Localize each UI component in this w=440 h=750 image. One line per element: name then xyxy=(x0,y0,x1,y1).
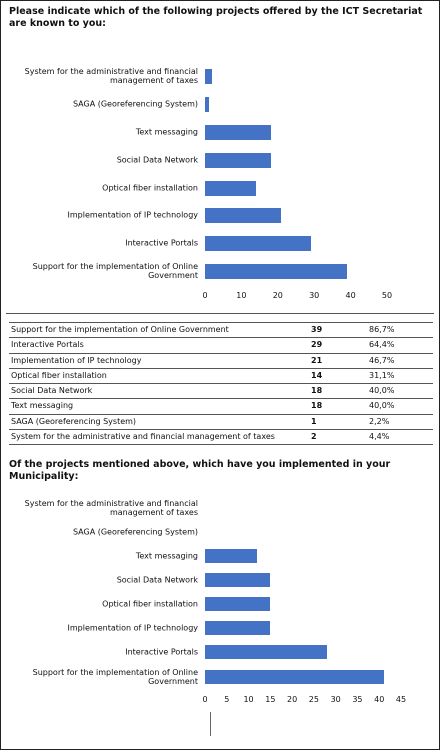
x-tick-label: 20 xyxy=(287,695,298,704)
chart-title: Of the projects mentioned above, which h… xyxy=(9,459,391,482)
bar xyxy=(205,549,258,563)
bar xyxy=(205,573,271,587)
table-row: Support for the implementation of Online… xyxy=(9,323,433,339)
table-cell: 31,1% xyxy=(369,370,395,380)
table-cell: Implementation of IP technology xyxy=(11,355,142,365)
bar xyxy=(205,152,271,168)
x-tick-label: 35 xyxy=(352,695,363,704)
y-tick-label: Implementation of IP technology xyxy=(67,210,198,220)
x-tick-label: 40 xyxy=(345,291,356,300)
x-tick-label: 30 xyxy=(309,291,320,300)
bar xyxy=(205,645,327,659)
table-cell: 39 xyxy=(311,325,323,334)
y-tick-label: Interactive Portals xyxy=(125,647,198,657)
x-tick-label: 30 xyxy=(330,695,341,704)
bar xyxy=(205,207,282,223)
bar xyxy=(205,597,271,611)
table-row: System for the administrative and financ… xyxy=(9,430,433,446)
y-tick-label: Text messaging xyxy=(135,551,198,561)
table-cell: 40,0% xyxy=(369,386,395,396)
x-tick-label: 10 xyxy=(236,291,247,300)
x-tick-label: 5 xyxy=(224,695,230,704)
table-row: Text messaging 18 40,0% xyxy=(9,399,433,415)
bar xyxy=(205,263,347,279)
y-tick-label: Social Data Network xyxy=(116,155,198,165)
table-cell: 21 xyxy=(311,355,323,365)
y-tick-label: SAGA (Georeferencing System) xyxy=(72,527,198,537)
chart-title: Please indicate which of the following p… xyxy=(9,6,423,29)
y-tick-label: Optical fiber installation xyxy=(102,183,198,193)
y-tick-label: Support for the implementation of Online… xyxy=(32,262,198,280)
table-row: Social Data Network 18 40,0% xyxy=(9,384,433,400)
x-tick-label: 20 xyxy=(272,291,283,300)
table-cell: 46,7% xyxy=(369,355,395,365)
bar xyxy=(205,180,256,196)
bar xyxy=(205,235,311,251)
bar xyxy=(205,670,384,684)
x-tick-label: 45 xyxy=(395,695,407,704)
x-tick-label: 15 xyxy=(265,695,276,704)
y-tick-label: Optical fiber installation xyxy=(102,599,198,609)
table-row: Interactive Portals 29 64,4% xyxy=(9,338,433,354)
table-row: Implementation of IP technology 21 46,7% xyxy=(9,354,433,369)
x-tick-label: 10 xyxy=(243,695,254,704)
bar xyxy=(205,96,209,112)
cursor-line xyxy=(210,712,211,736)
y-tick-label: System for the administrative and financ… xyxy=(24,67,198,85)
bar xyxy=(205,68,213,84)
table-cell: Interactive Portals xyxy=(11,340,84,350)
x-tick-label: 50 xyxy=(381,291,393,300)
bar xyxy=(205,124,271,140)
table-cell: SAGA (Georeferencing System) xyxy=(11,416,137,426)
table-row: SAGA (Georeferencing System) 1 2,2% xyxy=(9,415,433,431)
table-cell: 18 xyxy=(311,401,323,411)
y-tick-label: System for the administrative and financ… xyxy=(24,499,198,517)
table-cell: 1 xyxy=(311,416,317,426)
y-tick-label: Implementation of IP technology xyxy=(67,623,198,633)
table-cell: 2 xyxy=(311,432,317,442)
table-cell: 18 xyxy=(311,386,323,396)
table: Support for the implementation of Online… xyxy=(9,322,433,446)
x-tick-label: 0 xyxy=(202,695,208,704)
x-tick-label: 25 xyxy=(308,695,319,704)
y-tick-label: Interactive Portals xyxy=(125,238,198,248)
table-cell: Optical fiber installation xyxy=(11,370,107,380)
table-row: Optical fiber installation 14 31,1% xyxy=(9,369,433,385)
x-tick-label: 40 xyxy=(374,695,385,704)
separator xyxy=(6,313,434,314)
table-cell: 4,4% xyxy=(369,432,390,442)
bar xyxy=(205,621,271,635)
table-cell: 64,4% xyxy=(369,340,395,350)
y-tick-label: SAGA (Georeferencing System) xyxy=(72,99,198,109)
table-cell: Support for the implementation of Online… xyxy=(11,325,229,334)
y-tick-label: Text messaging xyxy=(135,127,198,137)
table-cell: System for the administrative and financ… xyxy=(11,432,275,442)
y-tick-label: Social Data Network xyxy=(116,575,198,585)
table-cell: 14 xyxy=(311,370,323,380)
table-cell: Text messaging xyxy=(11,401,74,411)
y-tick-label: Support for the implementation of Online… xyxy=(32,668,198,686)
table-cell: 29 xyxy=(311,340,323,350)
table-cell: 86,7% xyxy=(369,325,395,334)
table-cell: 40,0% xyxy=(369,401,395,411)
table-cell: Social Data Network xyxy=(11,386,93,396)
x-tick-label: 0 xyxy=(202,291,208,300)
table-cell: 2,2% xyxy=(369,416,390,426)
